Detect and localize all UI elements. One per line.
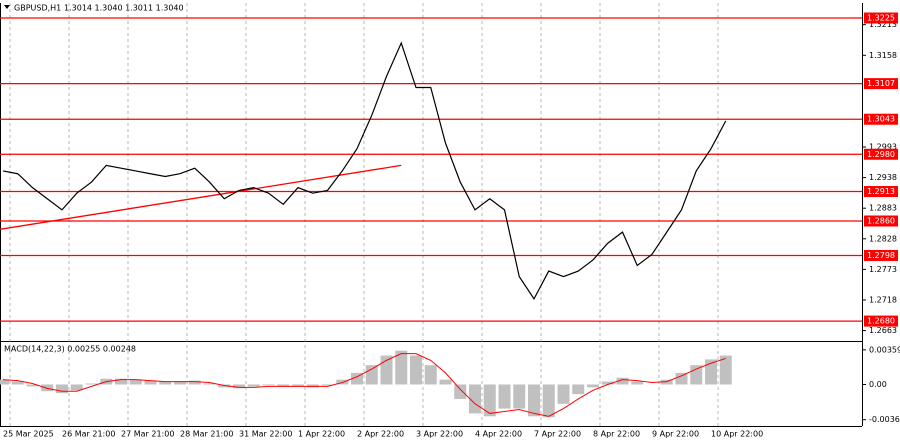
macd-bar [454,384,467,399]
macd-bar [469,384,481,414]
macd-bar [26,384,39,387]
x-tick-label: 3 Apr 22:00 [416,430,463,439]
macd-bar [159,381,172,385]
level-label: 1.2980 [867,150,895,159]
level-tag [864,78,898,90]
macd-bar [587,384,599,388]
y-tick-label: 1.2883 [869,204,897,213]
macd-bar [233,384,245,389]
signal-line [2,353,726,417]
level-label: 1.3225 [867,14,895,23]
macd-bar [203,383,216,385]
macd-bar [542,384,555,418]
y-tick-label: 1.2938 [869,173,897,182]
level-label: 1.2860 [867,216,895,225]
y-tick-label: -0.00365 [869,415,900,424]
macd-bar [70,384,83,391]
macd-title: MACD(14,22,3) 0.00255 0.00248 [4,345,136,354]
macd-bar [395,350,408,385]
x-tick-label: 28 Mar 21:00 [180,430,233,439]
macd-bar [262,384,275,386]
x-tick-label: 1 Apr 22:00 [298,430,345,439]
macd-bar [528,384,540,417]
macd-bar [498,384,511,409]
y-tick-label: 1.2663 [869,326,897,335]
y-tick-label: 1.2773 [869,265,897,274]
trend-line [0,164,402,230]
x-tick-label: 8 Apr 22:00 [593,430,640,439]
x-tick-label: 10 Apr 22:00 [711,430,763,439]
macd-bar [277,384,290,387]
x-tick-label: 7 Apr 22:00 [534,430,581,439]
y-tick-label: 1.2993 [869,143,897,152]
y-tick-label: 1.3213 [869,20,897,29]
macd-bar [115,378,127,385]
price-line [2,41,727,301]
macd-bar [601,381,614,385]
macd-bar [424,365,437,385]
macd-bar [616,377,629,385]
y-tick-label: 1.3158 [869,51,897,60]
x-tick-label: 31 Mar 22:00 [239,430,292,439]
macd-bar [690,365,703,385]
macd-bar [0,379,9,385]
x-tick-label: 4 Apr 22:00 [475,430,522,439]
x-tick-label: 26 Mar 21:00 [62,430,115,439]
level-tag [864,315,898,327]
x-tick-label: 9 Apr 22:00 [652,430,699,439]
level-label: 1.2913 [867,187,895,196]
macd-bar [11,381,24,385]
macd-bar [351,372,363,385]
macd-bar [410,355,422,385]
macd-bar [557,384,570,404]
macd-bar [513,384,526,409]
level-tag [864,113,898,125]
chart-title: GBPUSD,H1 [14,4,61,13]
y-tick-label: 0.00359 [869,345,900,354]
macd-bar [321,384,334,386]
macd-bar [144,380,157,385]
y-tick-label: 1.2718 [869,295,897,304]
x-tick-label: 25 Mar 2025 [3,430,54,439]
level-label: 1.3043 [867,115,895,124]
macd-bar [675,372,688,385]
level-label: 1.2680 [867,317,895,326]
macd-bar [719,355,732,385]
macd-bar [380,355,393,385]
y-tick-label: 0.00 [869,380,887,389]
macd-bar [85,383,98,385]
level-tag [864,249,898,261]
level-label: 1.3107 [867,79,895,88]
macd-bar [56,384,68,394]
macd-bar [705,359,717,385]
macd-bar [631,381,644,385]
y-tick-label: 1.2828 [869,234,897,243]
level-tag [864,186,898,198]
macd-bar [292,384,304,387]
macd-bar [365,365,378,385]
level-tag [864,148,898,160]
x-tick-label: 2 Apr 22:00 [357,430,404,439]
macd-bar [572,384,585,395]
macd-bar [247,384,260,387]
macd-bar [129,379,142,385]
x-tick-label: 27 Mar 21:00 [121,430,174,439]
symbol-arrow [4,5,10,9]
ohlc-text: 1.3014 1.3040 1.3011 1.3040 [64,4,184,13]
level-tag [864,12,898,24]
macd-bar [174,381,186,385]
level-tag [864,215,898,227]
macd-bar [483,384,496,417]
macd-bar [188,380,201,385]
level-label: 1.2798 [867,251,895,260]
macd-bar [439,379,452,385]
